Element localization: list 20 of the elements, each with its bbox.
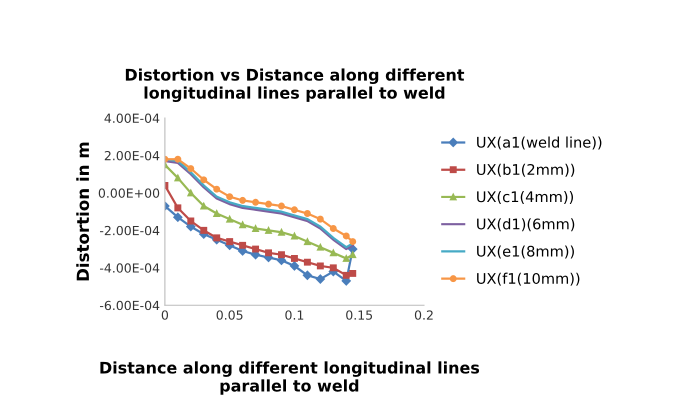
legend-label: UX(f1(10mm)) [477,272,580,286]
legend-label: UX(b1(2mm)) [477,164,574,177]
chart-title: Distortion vs Distance along different longitudinal lines parallel to weld [126,68,464,102]
x-tick-label: 0.2 [414,310,433,320]
y-tick-label: 4.00E-04 [104,114,160,123]
y-tick-label: 0.00E+00 [98,188,160,198]
legend-label: UX(c1(4mm)) [477,190,573,204]
x-axis-title: Distance along different longitudinal lines parallel to weld [100,361,480,395]
y-axis-title: Distortion in m [76,142,90,280]
x-tick-label: 0.15 [346,310,372,320]
y-tick-label: -6.00E-04 [100,300,160,310]
legend-label: UX(d1)(6mm) [477,218,574,232]
x-tick-label: 0.1 [285,310,304,320]
legend-label: UX(a1(weld line)) [477,136,602,150]
y-tick-label: 2.00E-04 [104,150,160,160]
y-tick-label: -4.00E-04 [100,263,160,273]
x-tick-label: 0.05 [216,310,242,320]
legend-label: UX(e1(8mm)) [477,245,574,258]
y-tick-label: -2.00E-04 [100,226,160,236]
x-tick-label: 0 [162,310,168,320]
